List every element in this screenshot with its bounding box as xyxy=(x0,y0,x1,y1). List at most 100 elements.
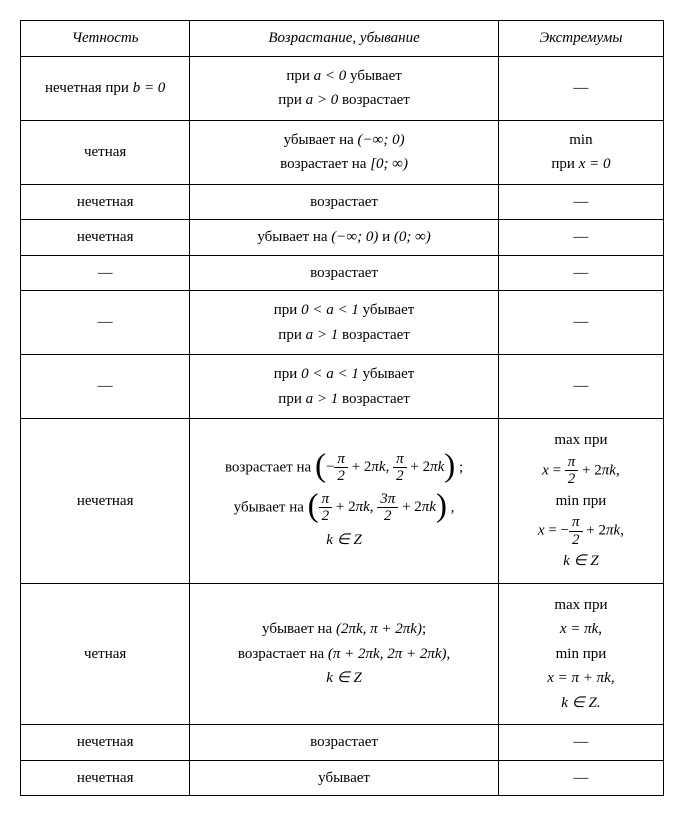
cell-parity: нечетная xyxy=(21,760,190,796)
interval: (−π2 + 2πk, π2 + 2πk) xyxy=(315,459,459,475)
cell-extrema: — xyxy=(498,220,663,256)
math: [0; ∞) xyxy=(370,156,408,172)
text: возрастает xyxy=(338,391,410,407)
table-row: нечетная возрастает — xyxy=(21,184,664,220)
table-row: нечетная убывает на (−∞; 0) и (0; ∞) — xyxy=(21,220,664,256)
text: min при xyxy=(507,490,655,513)
math: x = π2 + 2πk, xyxy=(507,454,655,488)
math: a > 1 xyxy=(306,391,339,407)
cell-parity: нечетная xyxy=(21,419,190,584)
cell-extrema: — xyxy=(498,56,663,120)
text: убывает на xyxy=(257,229,331,245)
math: k ∈ Z. xyxy=(561,695,600,711)
math: a > 1 xyxy=(306,327,339,343)
cell-extrema: — xyxy=(498,355,663,419)
cell-monotonicity: возрастает xyxy=(190,255,499,291)
math: k ∈ Z xyxy=(326,532,362,548)
header-extrema: Экстремумы xyxy=(498,21,663,57)
cell-extrema: — xyxy=(498,184,663,220)
interval: (π2 + 2πk, 3π2 + 2πk) xyxy=(308,499,451,515)
math: 0 < a < 1 xyxy=(301,302,359,318)
math: a < 0 xyxy=(314,68,347,84)
text: возрастает на xyxy=(280,156,370,172)
cell-monotonicity: убывает на (−∞; 0) и (0; ∞) xyxy=(190,220,499,256)
cell-monotonicity: убывает xyxy=(190,760,499,796)
text: при xyxy=(274,366,301,382)
cell-extrema: min при x = 0 xyxy=(498,120,663,184)
text: min при xyxy=(507,643,655,666)
cell-parity: — xyxy=(21,355,190,419)
cell-monotonicity: при 0 < a < 1 убывает при a > 1 возраста… xyxy=(190,355,499,419)
table-row: четная убывает на (2πk, π + 2πk); возрас… xyxy=(21,583,664,725)
table-row: — при 0 < a < 1 убывает при a > 1 возрас… xyxy=(21,291,664,355)
text: убывает xyxy=(359,366,415,382)
cell-parity: четная xyxy=(21,583,190,725)
table-row: четная убывает на (−∞; 0) возрастает на … xyxy=(21,120,664,184)
text: возрастает на xyxy=(238,646,328,662)
text: убывает xyxy=(346,68,402,84)
math: a > 0 xyxy=(306,92,339,108)
table-row: нечетная убывает — xyxy=(21,760,664,796)
text: возрастает на xyxy=(225,459,315,475)
cell-parity: — xyxy=(21,291,190,355)
text: возрастает xyxy=(338,327,410,343)
text: при xyxy=(278,391,305,407)
math: (−∞; 0) xyxy=(331,229,378,245)
math: (π + 2πk, 2π + 2πk) xyxy=(328,646,447,662)
math: x = π + πk xyxy=(547,670,611,686)
cell-monotonicity: при 0 < a < 1 убывает при a > 1 возраста… xyxy=(190,291,499,355)
cell-parity: — xyxy=(21,255,190,291)
math: (2πk, π + 2πk) xyxy=(336,621,422,637)
math: (0; ∞) xyxy=(394,229,431,245)
text: при xyxy=(286,68,313,84)
math: x = 0 xyxy=(579,156,611,172)
text: при xyxy=(278,92,305,108)
text: убывает на xyxy=(284,132,358,148)
table-row: нечетная возрастает — xyxy=(21,725,664,761)
text: при xyxy=(551,156,578,172)
text: при xyxy=(274,302,301,318)
table-row: — при 0 < a < 1 убывает при a > 1 возрас… xyxy=(21,355,664,419)
cell-monotonicity: возрастает xyxy=(190,184,499,220)
text: при xyxy=(278,327,305,343)
text: убывает на xyxy=(262,621,336,637)
cell-extrema: — xyxy=(498,725,663,761)
text: возрастает xyxy=(338,92,410,108)
properties-table: Четность Возрастание, убывание Экстремум… xyxy=(20,20,664,796)
header-row: Четность Возрастание, убывание Экстремум… xyxy=(21,21,664,57)
cell-monotonicity: возрастает на (−π2 + 2πk, π2 + 2πk) ; уб… xyxy=(190,419,499,584)
text: max при xyxy=(507,594,655,617)
math: x = −π2 + 2πk, xyxy=(507,514,655,548)
header-monotonicity: Возрастание, убывание xyxy=(190,21,499,57)
cell-parity: нечетная xyxy=(21,725,190,761)
math: k ∈ Z xyxy=(563,553,599,569)
table-row: — возрастает — xyxy=(21,255,664,291)
text: нечетная при xyxy=(45,80,133,96)
table-row: нечетная возрастает на (−π2 + 2πk, π2 + … xyxy=(21,419,664,584)
cell-parity: нечетная xyxy=(21,220,190,256)
text: убывает на xyxy=(234,499,308,515)
cell-monotonicity: убывает на (−∞; 0) возрастает на [0; ∞) xyxy=(190,120,499,184)
cell-monotonicity: убывает на (2πk, π + 2πk); возрастает на… xyxy=(190,583,499,725)
cell-monotonicity: возрастает xyxy=(190,725,499,761)
cell-extrema: — xyxy=(498,291,663,355)
cell-monotonicity: при a < 0 убывает при a > 0 возрастает xyxy=(190,56,499,120)
text: max при xyxy=(507,429,655,452)
math: k ∈ Z xyxy=(326,670,362,686)
cell-extrema: — xyxy=(498,760,663,796)
cell-extrema: max при x = πk, min при x = π + πk, k ∈ … xyxy=(498,583,663,725)
math: (−∞; 0) xyxy=(358,132,405,148)
cell-extrema: — xyxy=(498,255,663,291)
math: x = πk xyxy=(560,621,598,637)
cell-parity: четная xyxy=(21,120,190,184)
text: и xyxy=(378,229,394,245)
math: b = 0 xyxy=(133,80,166,96)
table-row: нечетная при b = 0 при a < 0 убывает при… xyxy=(21,56,664,120)
math: 0 < a < 1 xyxy=(301,366,359,382)
cell-extrema: max при x = π2 + 2πk, min при x = −π2 + … xyxy=(498,419,663,584)
header-parity: Четность xyxy=(21,21,190,57)
cell-parity: нечетная xyxy=(21,184,190,220)
text: убывает xyxy=(359,302,415,318)
text: min xyxy=(507,129,655,152)
cell-parity: нечетная при b = 0 xyxy=(21,56,190,120)
